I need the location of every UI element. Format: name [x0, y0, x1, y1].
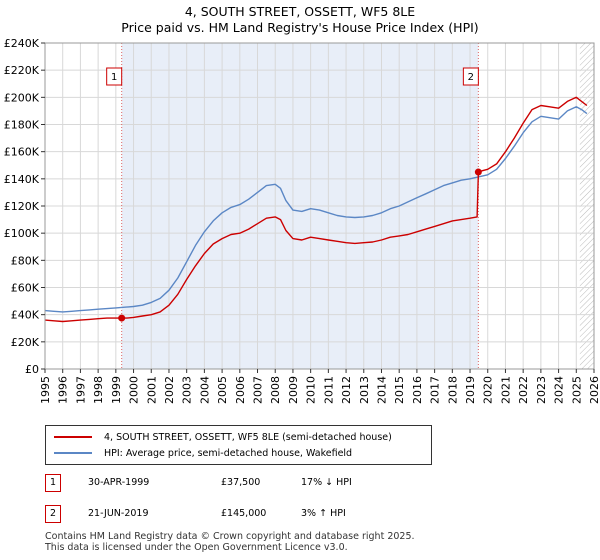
- sale-date: 30-APR-1999: [88, 477, 150, 488]
- sale-number-badge: 1: [45, 474, 61, 492]
- x-tick-label: 2015: [393, 376, 406, 404]
- legend-item-property: 4, SOUTH STREET, OSSETT, WF5 8LE (semi-d…: [54, 429, 392, 445]
- hpi-line: [44, 106, 588, 313]
- x-tick-label: 2011: [322, 376, 335, 404]
- y-tick-label: £20K: [11, 336, 40, 349]
- x-tick-label: 2018: [446, 376, 459, 404]
- y-tick-label: £220K: [4, 64, 40, 77]
- y-tick-label: £240K: [4, 37, 40, 50]
- y-tick-label: £120K: [4, 200, 40, 213]
- title-line-1: 4, SOUTH STREET, OSSETT, WF5 8LE: [184, 4, 416, 19]
- sale-2-point: [474, 168, 482, 176]
- sale-1-marker-box: [106, 67, 123, 86]
- x-tick-label: 2024: [553, 376, 566, 404]
- x-tick-label: 2012: [340, 376, 353, 404]
- y-tick-label: £100K: [4, 227, 40, 240]
- y-tick-label: £0: [25, 363, 39, 376]
- x-tick-label: 2002: [163, 376, 176, 404]
- x-tick-label: 2022: [517, 376, 530, 404]
- sale-price: £145,000: [221, 508, 267, 519]
- sale-price: £37,500: [221, 477, 261, 488]
- sale-2-marker-label: 2: [468, 72, 474, 83]
- legend-label-hpi: HPI: Average price, semi-detached house,…: [104, 447, 353, 459]
- legend-label-property: 4, SOUTH STREET, OSSETT, WF5 8LE (semi-d…: [104, 431, 392, 443]
- chart-title: 4, SOUTH STREET, OSSETT, WF5 8LE Price p…: [0, 4, 600, 36]
- x-tick-label: 2004: [198, 376, 211, 404]
- price-chart: 1 2 £0 £20K £40K £60K £80K £100K £120K £140K £160…: [4, 37, 600, 404]
- x-tick-label: 1995: [39, 376, 52, 404]
- legend-item-hpi: HPI: Average price, semi-detached house,…: [54, 445, 352, 461]
- sale-hpi-delta: 3% ↑ HPI: [301, 508, 346, 519]
- x-tick-label: 1997: [74, 376, 87, 404]
- x-tick-label: 2003: [181, 376, 194, 404]
- x-tick-label: 2020: [482, 376, 495, 404]
- x-tick-label: 2008: [269, 376, 282, 404]
- x-tick-label: 2006: [234, 376, 247, 404]
- footer-attribution: Contains HM Land Registry data © Crown c…: [45, 531, 415, 553]
- x-tick-label: 2001: [145, 376, 158, 404]
- property-price-line: [44, 96, 588, 323]
- sale-date: 21-JUN-2019: [88, 508, 149, 519]
- title-line-2: Price paid vs. HM Land Registry's House …: [121, 20, 479, 35]
- legend-swatch-property: [54, 436, 92, 438]
- sale-1-point: [118, 314, 126, 322]
- x-tick-label: 2005: [216, 376, 229, 404]
- y-tick-label: £40K: [11, 309, 40, 322]
- x-tick-label: 2007: [252, 376, 265, 404]
- x-tick-label: 2021: [499, 376, 512, 404]
- x-tick-label: 2010: [305, 376, 318, 404]
- y-tick-label: £180K: [4, 119, 40, 132]
- x-tick-label: 2016: [411, 376, 424, 404]
- y-tick-label: £200K: [4, 91, 40, 104]
- x-tick-label: 1999: [110, 376, 123, 404]
- x-tick-label: 1998: [92, 376, 105, 404]
- y-tick-label: £140K: [4, 173, 40, 186]
- sale-hpi-delta: 17% ↓ HPI: [301, 477, 352, 488]
- chart-legend: 4, SOUTH STREET, OSSETT, WF5 8LE (semi-d…: [45, 425, 432, 465]
- x-tick-label: 2025: [570, 376, 583, 404]
- x-tick-label: 2009: [287, 376, 300, 404]
- x-tick-label: 2023: [535, 376, 548, 404]
- footer-line-2: This data is licensed under the Open Gov…: [45, 542, 348, 553]
- y-tick-label: £160K: [4, 146, 40, 159]
- sale-1-marker-label: 1: [111, 72, 117, 83]
- x-tick-label: 2026: [588, 376, 600, 404]
- footer-line-1: Contains HM Land Registry data © Crown c…: [45, 531, 415, 542]
- x-tick-label: 2019: [464, 376, 477, 404]
- sale-number-badge: 2: [45, 505, 61, 523]
- x-tick-label: 2000: [128, 376, 141, 404]
- x-tick-label: 2014: [375, 376, 388, 404]
- x-tick-label: 2017: [429, 376, 442, 404]
- x-tick-label: 2013: [358, 376, 371, 404]
- sale-2-marker-box: [462, 67, 479, 86]
- y-tick-label: £80K: [11, 254, 40, 267]
- y-tick-label: £60K: [11, 282, 40, 295]
- legend-swatch-hpi: [54, 452, 92, 454]
- x-tick-label: 1996: [57, 376, 70, 404]
